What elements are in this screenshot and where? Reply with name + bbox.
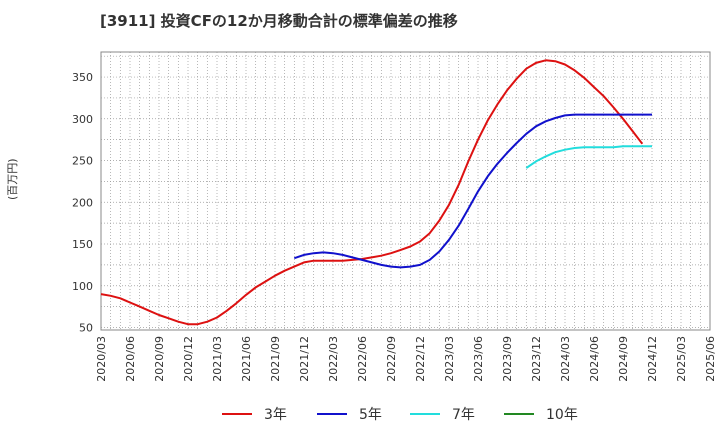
x-tick-label: 2024/09 [617, 336, 630, 382]
x-tick-label: 2023/09 [501, 336, 514, 382]
legend-label: 10年 [546, 407, 578, 423]
y-tick-label: 250 [72, 155, 93, 168]
x-tick-label: 2022/06 [356, 336, 369, 382]
x-tick-label: 2020/03 [95, 336, 108, 382]
x-tick-label: 2021/03 [211, 336, 224, 382]
x-tick-label: 2022/03 [327, 336, 340, 382]
x-tick-label: 2020/09 [153, 336, 166, 382]
x-tick-label: 2020/12 [182, 336, 195, 382]
x-tick-label: 2020/06 [124, 336, 137, 382]
series-line-2 [293, 113, 652, 269]
x-tick-label: 2025/06 [704, 336, 717, 382]
y-axis-ticks: 50 100 150 200 250 300 350 [72, 71, 93, 334]
series-layer [100, 59, 652, 326]
x-tick-label: 2024/03 [559, 336, 572, 382]
x-tick-label: 2025/03 [675, 336, 688, 382]
chart-title: [3911] 投資CFの12か月移動合計の標準偏差の推移 [100, 12, 458, 30]
grid-lines [101, 52, 710, 330]
x-tick-label: 2021/09 [269, 336, 282, 382]
plot-frame [100, 51, 711, 331]
x-tick-label: 2024/06 [588, 336, 601, 382]
legend: 3年 5年 7年 10年 [222, 407, 578, 423]
series-line-3 [525, 145, 652, 169]
x-tick-label: 2023/06 [472, 336, 485, 382]
x-tick-label: 2021/06 [240, 336, 253, 382]
y-tick-label: 100 [72, 280, 93, 293]
x-tick-label: 2022/12 [414, 336, 427, 382]
x-axis-ticks: 2020/03 2020/06 2020/09 2020/12 2021/03 2021/… [95, 336, 717, 382]
y-tick-label: 350 [72, 71, 93, 84]
plot-area [100, 51, 711, 331]
x-tick-label: 2022/09 [385, 336, 398, 382]
series-line-1 [100, 59, 644, 326]
legend-label: 3年 [264, 407, 287, 423]
x-tick-label: 2021/12 [298, 336, 311, 382]
y-tick-label: 150 [72, 238, 93, 251]
legend-label: 7年 [452, 407, 475, 423]
x-tick-label: 2023/12 [530, 336, 543, 382]
x-tick-label: 2024/12 [646, 336, 659, 382]
legend-label: 5年 [359, 407, 382, 423]
y-tick-label: 200 [72, 196, 93, 209]
y-tick-label: 300 [72, 113, 93, 126]
y-tick-label: 50 [79, 321, 93, 334]
x-tick-label: 2023/03 [443, 336, 456, 382]
